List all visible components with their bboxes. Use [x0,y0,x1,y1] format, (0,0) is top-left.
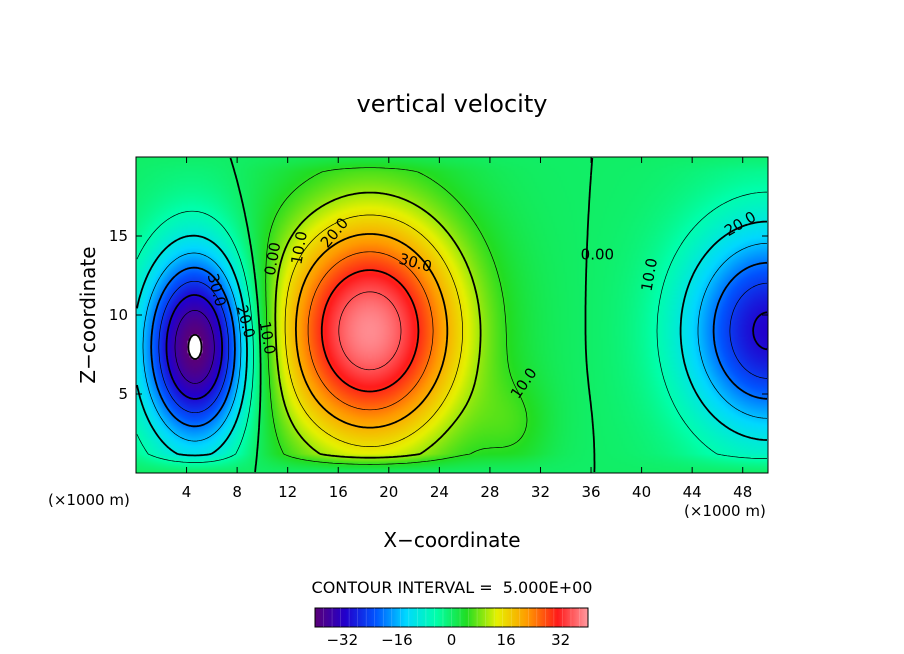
contour-label: 10.0 [287,230,311,266]
colorbar-tick-label: −32 [326,631,358,649]
x-tick-label: 36 [581,483,600,501]
x-tick-label: 12 [278,483,297,501]
y-tick-label: 5 [118,385,128,403]
contour-line [158,280,768,414]
colorbar [314,607,589,628]
x-axis-label: X−coordinate [383,528,520,552]
contour-label: 10.0 [638,257,662,293]
contour-line [136,191,767,463]
contour-line [284,214,463,447]
y-axis-ticks: 5 10 15 [109,227,768,403]
colorbar-ticks: −32 −16 0 16 32 [323,608,580,649]
contour-line [265,167,528,465]
x-unit-left: (×1000 m) [48,491,130,509]
contour-line [165,294,768,400]
contour-line [136,220,767,457]
contour-line [338,291,402,371]
colorbar-tick-label: −16 [381,631,413,649]
x-tick-label: 8 [232,483,242,501]
contour-lines [136,157,768,473]
x-tick-label: 24 [430,483,449,501]
chart-title: vertical velocity [357,90,548,118]
contour-label: 0.00 [261,241,285,277]
x-tick-label: 40 [632,483,651,501]
x-unit-right: (×1000 m) [684,502,766,520]
contour-line [174,310,215,384]
x-tick-label: 48 [733,483,752,501]
colorbar-tick-label: 16 [497,631,516,649]
x-tick-label: 16 [329,483,348,501]
contour-line [142,242,768,442]
colorbar-tick-label: 32 [551,631,570,649]
y-tick-label: 10 [109,306,128,324]
x-tick-label: 32 [531,483,550,501]
contour-line [229,157,596,473]
x-tick-label: 4 [182,483,192,501]
x-axis-ticks: 4 8 12 16 20 24 28 32 36 40 44 48 [182,157,752,501]
contour-line [307,251,434,411]
x-tick-label: 20 [379,483,398,501]
contour-line [187,333,203,360]
contour-line [295,233,449,429]
contour-interval-label: CONTOUR INTERVAL = 5.000E+00 [312,578,593,597]
contour-line [320,269,420,393]
contour-line [150,261,768,428]
heatmap-field [136,157,768,473]
colorbar-tick-label: 0 [447,631,457,649]
y-axis-label: Z−coordinate [76,246,100,383]
contour-label: 0.00 [581,246,614,264]
contour-labels: 0.00 10.0 20.030.010.00.0010.020.030.020.0… [204,208,760,402]
x-tick-label: 28 [480,483,499,501]
contour-line [274,191,482,459]
x-tick-label: 44 [683,483,702,501]
contour-label: 10.0 [256,320,280,356]
y-tick-label: 15 [109,227,128,245]
